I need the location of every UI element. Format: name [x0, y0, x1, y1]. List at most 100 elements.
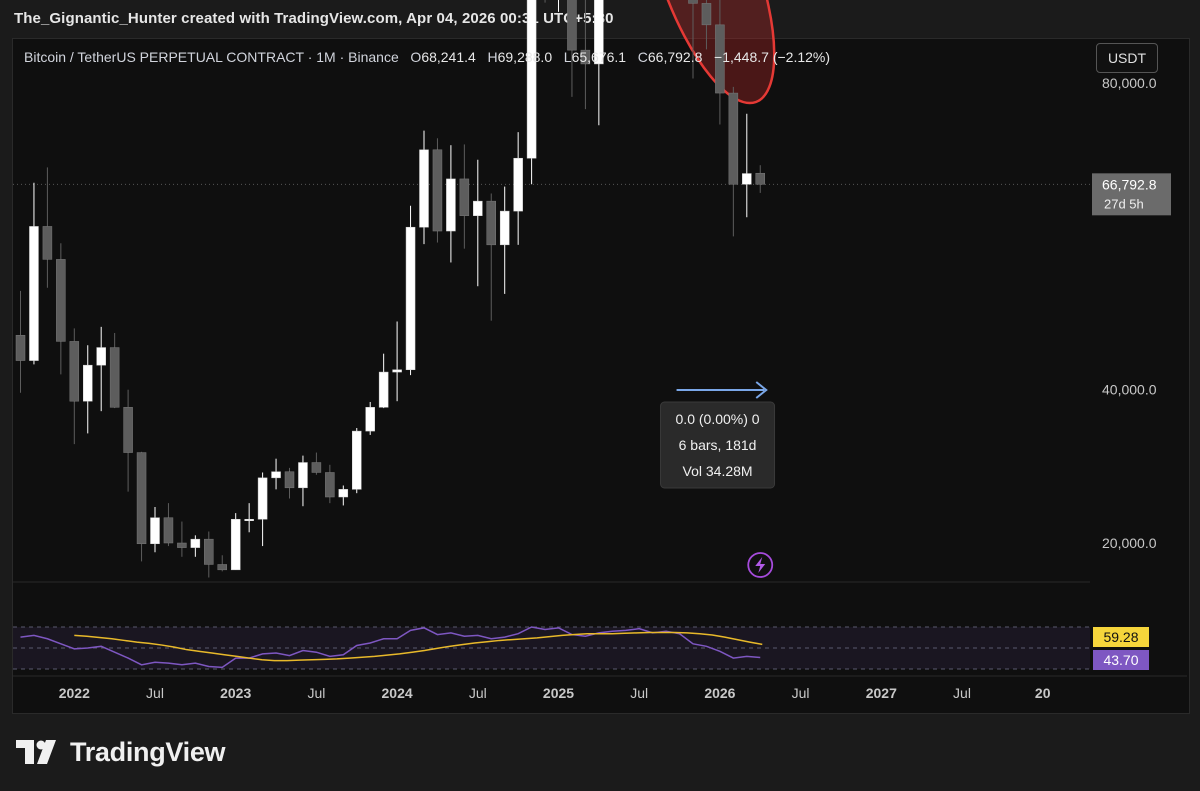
candle-body — [311, 462, 322, 473]
highlight-ellipse-layer — [643, 0, 776, 105]
candle-body — [177, 542, 187, 548]
candle-body — [298, 462, 308, 489]
change-value: −1,448.7 (−2.12%) — [714, 49, 831, 65]
candle-body — [257, 477, 268, 520]
symbol-legend[interactable]: Bitcoin / TetherUS PERPETUAL CONTRACT · … — [24, 49, 830, 65]
flash-icon[interactable] — [747, 552, 774, 578]
rsi-badge — [1093, 650, 1149, 670]
x-tick-label: 2025 — [543, 685, 574, 701]
x-tick-label: Jul — [792, 685, 810, 701]
candle-body — [244, 518, 254, 521]
candle-body — [432, 149, 443, 232]
candle-body — [69, 341, 80, 402]
x-tick-label: 20 — [1035, 685, 1051, 701]
x-tick-label: 2023 — [220, 685, 251, 701]
candle-body — [526, 0, 537, 159]
x-tick-label: Jul — [630, 685, 648, 701]
candle-body — [29, 226, 39, 361]
overlay-layer: 66,792.8 27d 5h — [747, 173, 1171, 578]
highlight-ellipse — [643, 0, 776, 105]
x-tick-label: 2022 — [59, 685, 90, 701]
close-label: C — [637, 49, 648, 65]
rsi-ma-value: 59.28 — [1103, 629, 1138, 645]
tradingview-logo-icon — [16, 740, 56, 764]
candle-body — [96, 347, 106, 366]
measure-tooltip[interactable] — [660, 401, 776, 489]
candle-body — [513, 157, 523, 212]
candle-body — [459, 178, 470, 216]
measure-tooltip-line1: 0.0 (0.00%) 0 — [676, 411, 760, 427]
bar-countdown: 27d 5h — [1104, 196, 1144, 211]
candle-body — [473, 200, 483, 216]
rsi-ma-line — [74, 631, 763, 662]
candle-body — [392, 369, 402, 373]
close-value: 66,792.8 — [647, 49, 703, 65]
candle-body — [701, 3, 712, 26]
x-tick-label: Jul — [469, 685, 487, 701]
candle-body — [325, 472, 335, 498]
x-tick-label: 2026 — [704, 685, 735, 701]
candle-body — [15, 335, 26, 361]
candle-body — [123, 407, 133, 453]
measure-tooltip-line3: Vol 34.28M — [683, 463, 753, 479]
candle-body — [567, 0, 577, 51]
candle-body — [365, 407, 375, 432]
candle-body — [755, 172, 765, 185]
candle-body — [594, 0, 604, 65]
last-price-value: 66,792.8 — [1102, 176, 1157, 192]
candle-body — [204, 538, 214, 565]
candle-body — [230, 518, 241, 571]
axes-layer: 20,000.040,000.080,000.0100,000.0120,000… — [59, 75, 1157, 701]
last-price-badge — [1092, 173, 1171, 216]
x-tick-label: 2027 — [866, 685, 897, 701]
arrow-right-icon[interactable] — [755, 381, 768, 399]
candle-body — [405, 226, 416, 371]
candle-body — [109, 347, 120, 408]
symbol-name[interactable]: Bitcoin / TetherUS PERPETUAL CONTRACT · … — [24, 49, 399, 65]
low-label: L — [563, 49, 572, 65]
candle-body — [742, 173, 752, 185]
measure-tool-layer[interactable]: 0.0 (0.00%) 0 6 bars, 181d Vol 34.28M — [660, 381, 776, 489]
candle-body — [217, 564, 227, 571]
candle-body — [580, 49, 591, 65]
candle-body — [352, 430, 362, 490]
candle-body — [83, 364, 93, 402]
rsi-ma-badge — [1093, 627, 1149, 647]
x-tick-label: Jul — [307, 685, 325, 701]
chart-frame[interactable] — [12, 38, 1190, 714]
rsi-pane[interactable]: 59.28 43.70 — [13, 626, 1149, 670]
candle-body — [486, 200, 496, 246]
y-tick-label: 40,000.0 — [1102, 382, 1157, 398]
candle-body — [150, 517, 160, 545]
measure-tooltip-line2: 6 bars, 181d — [679, 437, 757, 453]
open-label: O — [410, 49, 422, 65]
tradingview-brand: TradingView — [16, 736, 226, 768]
candle-body — [378, 371, 389, 408]
flash-icon-bolt — [755, 557, 766, 573]
y-tick-label: 20,000.0 — [1102, 535, 1157, 551]
x-tick-label: Jul — [146, 685, 164, 701]
y-tick-label: 80,000.0 — [1102, 75, 1157, 91]
x-tick-label: Jul — [953, 685, 971, 701]
brand-name: TradingView — [70, 736, 226, 767]
high-label: H — [487, 49, 498, 65]
candle-body — [499, 210, 510, 246]
price-grid — [13, 183, 1187, 677]
candle-body — [163, 517, 174, 544]
candles-layer — [15, 0, 765, 578]
candle-body — [728, 92, 739, 185]
candle-body — [338, 489, 349, 498]
candle-body — [42, 226, 53, 260]
high-value: 69,288.0 — [497, 49, 553, 65]
candle-body — [688, 0, 698, 4]
currency-button[interactable]: USDT — [1096, 43, 1158, 73]
x-tick-label: 2024 — [382, 685, 413, 701]
candle-body — [284, 471, 295, 489]
candle-body — [715, 24, 725, 94]
candle-body — [56, 259, 66, 342]
candle-body — [271, 471, 281, 479]
candle-body — [446, 178, 456, 232]
candle-body — [136, 452, 147, 545]
open-value: 68,241.4 — [421, 49, 476, 65]
